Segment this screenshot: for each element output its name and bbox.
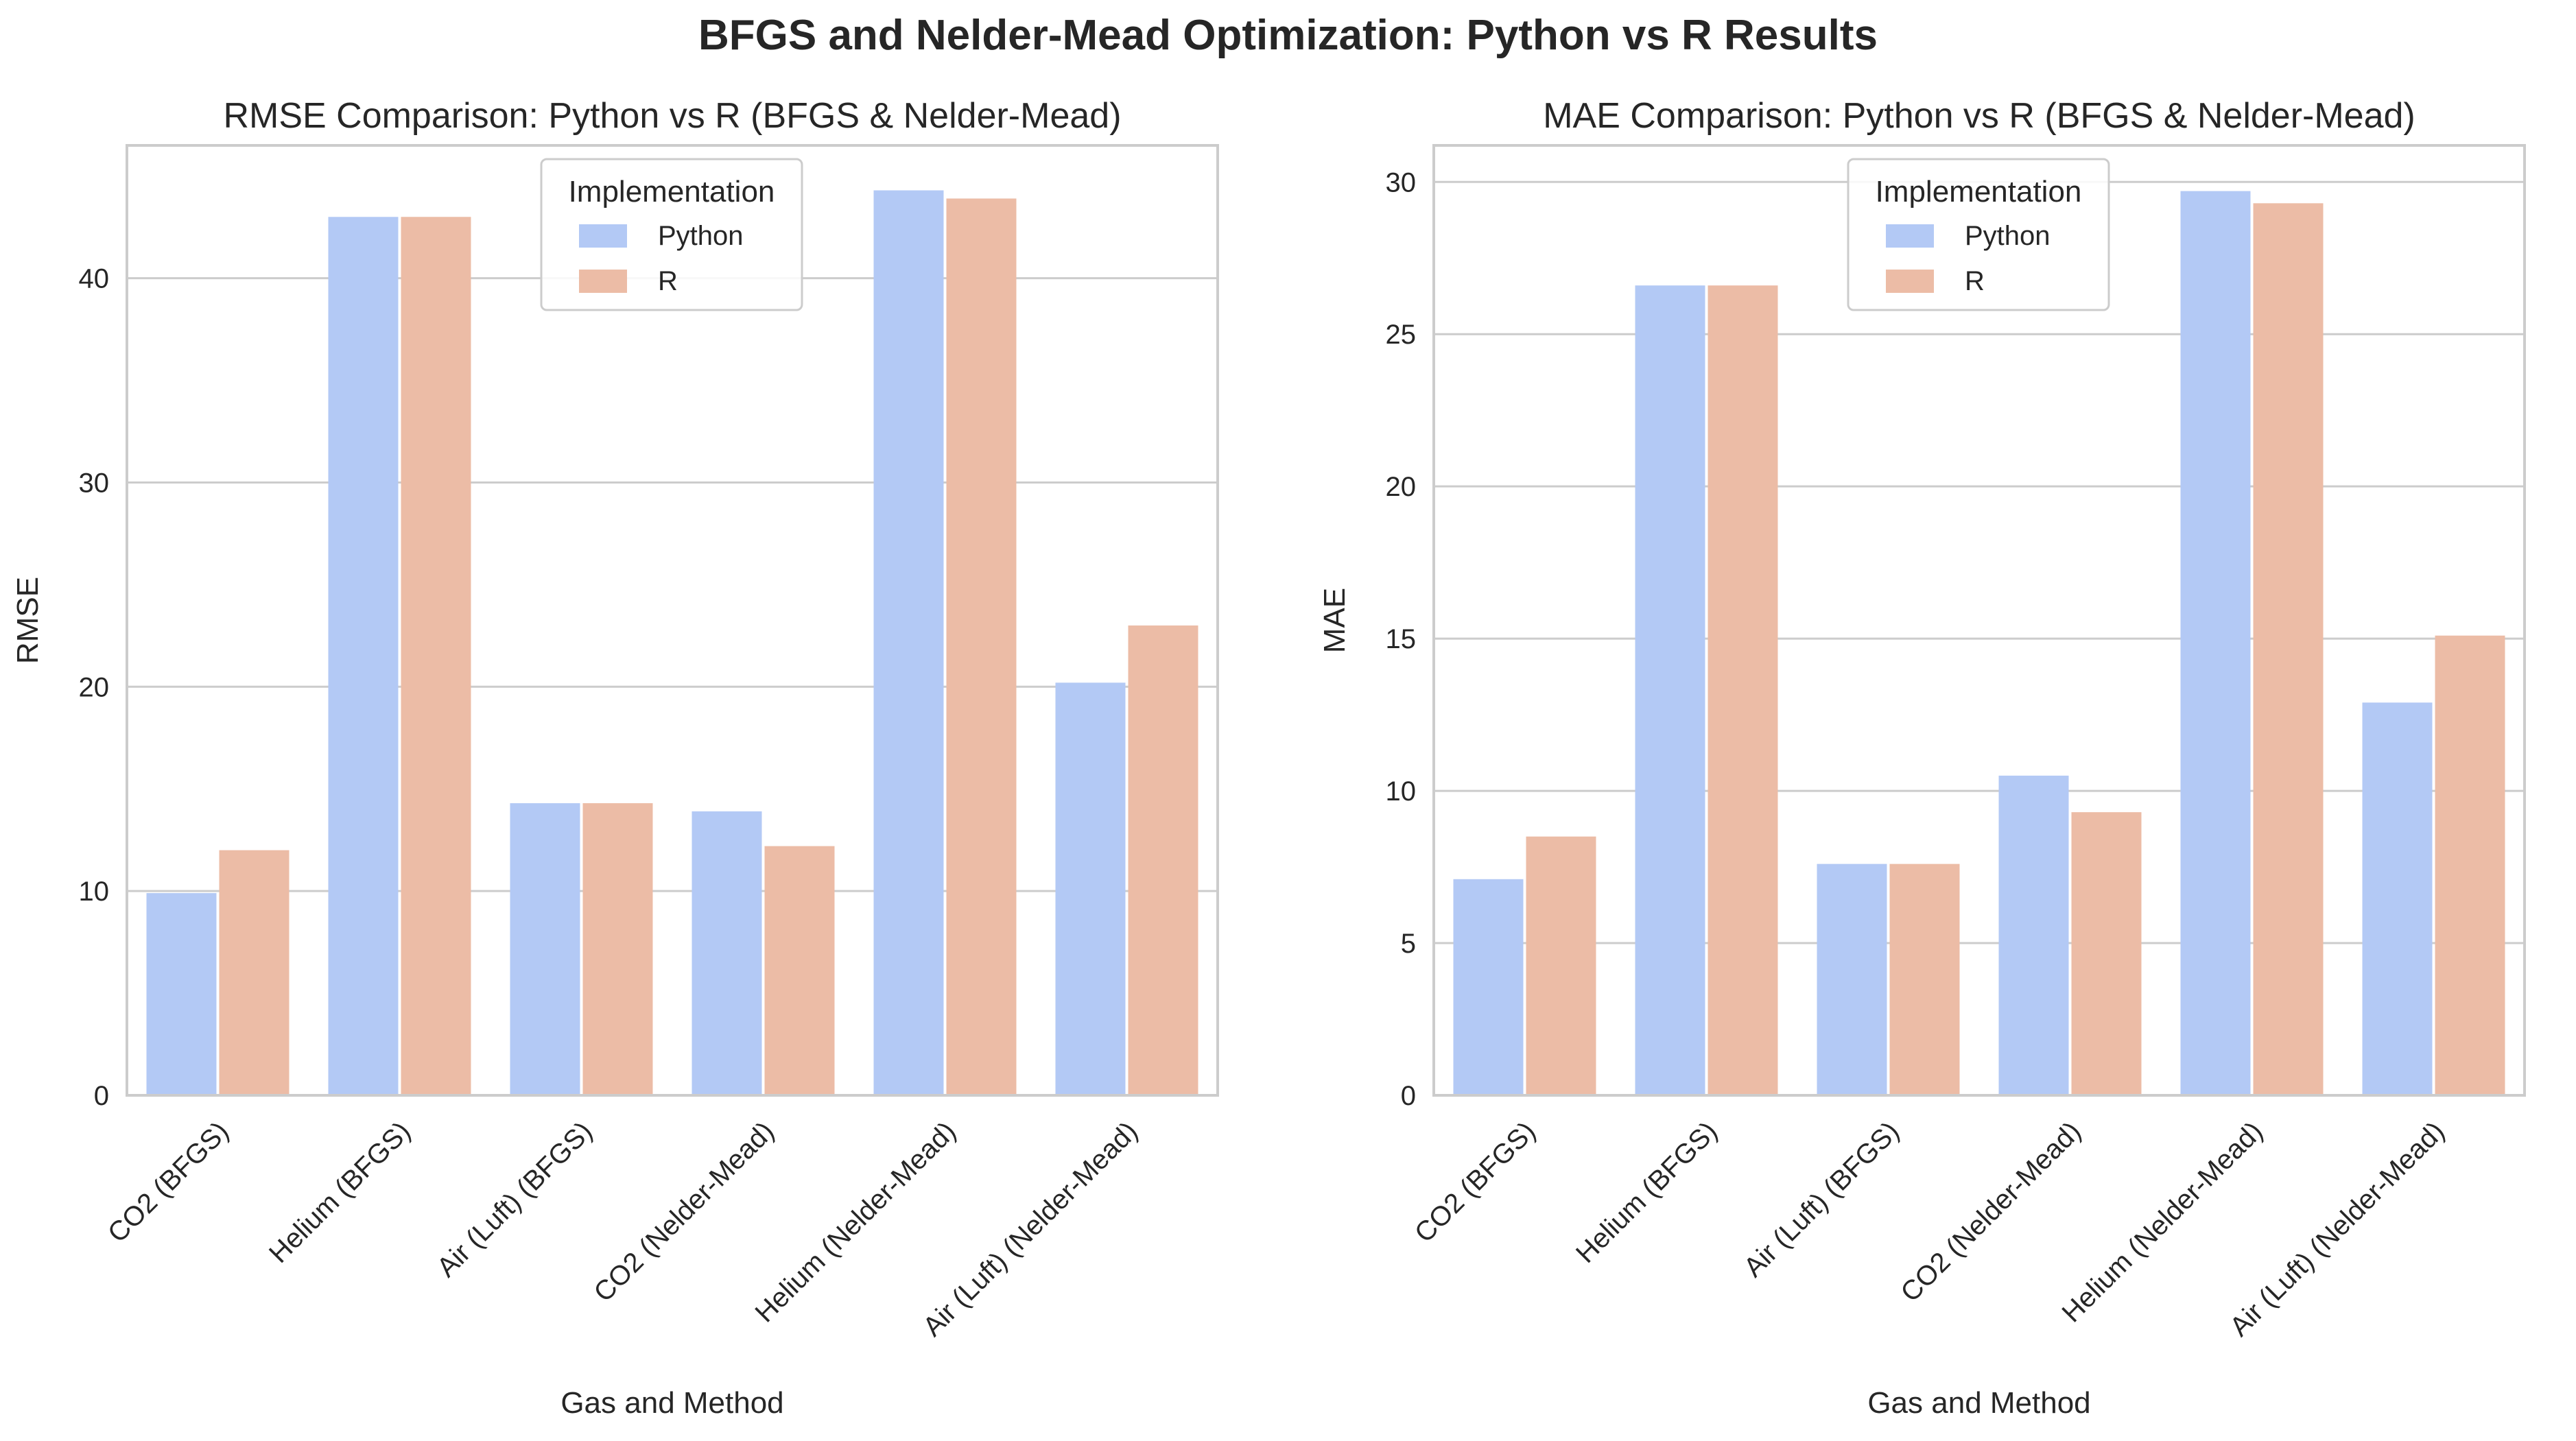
- legend-title: Implementation: [569, 175, 775, 209]
- bar-python-4: [1998, 775, 2069, 1095]
- legend-label-r: R: [658, 266, 678, 296]
- x-tick-label: Helium (Nelder-Mead): [2057, 1116, 2269, 1328]
- y-axis-label: RMSE: [11, 577, 45, 664]
- bar-python-5: [873, 190, 944, 1096]
- bar-python-1: [146, 893, 217, 1095]
- bar-r-3: [582, 803, 653, 1095]
- bar-r-6: [1128, 625, 1198, 1095]
- bar-r-1: [1526, 836, 1596, 1095]
- x-tick-label: Air (Luft) (BFGS): [1738, 1116, 1905, 1283]
- bar-python-6: [1055, 682, 1126, 1095]
- bar-python-3: [510, 803, 580, 1095]
- bar-python-4: [692, 811, 762, 1095]
- y-tick-label: 20: [1386, 472, 1417, 502]
- legend-title: Implementation: [1876, 175, 2082, 209]
- bar-python-3: [1817, 864, 1887, 1095]
- bar-python-6: [2362, 702, 2433, 1095]
- x-tick-label: Air (Luft) (Nelder-Mead): [2224, 1116, 2450, 1342]
- legend-label-python: Python: [1965, 221, 2051, 251]
- legend-swatch-python: [579, 224, 627, 248]
- x-tick-label: CO2 (BFGS): [102, 1116, 235, 1248]
- subplot-title: RMSE Comparison: Python vs R (BFGS & Nel…: [223, 96, 1121, 136]
- y-tick-label: 20: [79, 672, 110, 702]
- x-tick-label: Helium (Nelder-Mead): [750, 1116, 962, 1328]
- axes-frame: [1432, 144, 2526, 1097]
- x-tick-label: Helium (BFGS): [263, 1116, 416, 1269]
- y-tick-label: 10: [79, 877, 110, 907]
- bar-r-5: [2253, 203, 2324, 1095]
- bar-python-2: [1635, 285, 1705, 1095]
- legend-label-python: Python: [658, 221, 744, 251]
- y-tick-label: 40: [79, 264, 110, 294]
- bar-r-4: [2071, 812, 2142, 1095]
- legend-swatch-python: [1886, 224, 1934, 248]
- y-tick-label: 30: [79, 468, 110, 498]
- y-tick-label: 0: [1401, 1081, 1416, 1111]
- y-tick-label: 0: [94, 1081, 109, 1111]
- x-tick-label: Air (Luft) (Nelder-Mead): [917, 1116, 1144, 1342]
- bar-python-2: [328, 217, 399, 1095]
- legend-swatch-r: [1886, 270, 1934, 293]
- bar-r-2: [1708, 285, 1778, 1095]
- bar-r-4: [764, 846, 835, 1095]
- legend-swatch-r: [579, 270, 627, 293]
- x-axis-label: Gas and Method: [560, 1386, 783, 1420]
- y-tick-label: 30: [1386, 167, 1417, 198]
- axes-frame: [126, 144, 1219, 1097]
- legend: Implementation Python R: [540, 158, 803, 311]
- bar-r-3: [1889, 864, 1960, 1095]
- legend-label-r: R: [1965, 266, 1985, 296]
- y-tick-label: 15: [1386, 624, 1417, 654]
- x-tick-label: CO2 (Nelder-Mead): [588, 1116, 779, 1307]
- bar-r-2: [401, 217, 471, 1095]
- legend: Implementation Python R: [1847, 158, 2110, 311]
- figure-title: BFGS and Nelder-Mead Optimization: Pytho…: [698, 12, 1878, 59]
- bar-python-5: [2180, 191, 2251, 1095]
- y-tick-label: 25: [1386, 320, 1417, 350]
- bar-python-1: [1453, 879, 1524, 1095]
- bar-r-5: [946, 198, 1017, 1095]
- bar-r-1: [219, 850, 289, 1095]
- x-tick-label: CO2 (Nelder-Mead): [1895, 1116, 2086, 1307]
- x-tick-label: CO2 (BFGS): [1409, 1116, 1541, 1248]
- y-axis-label: MAE: [1318, 588, 1351, 653]
- subplot-title: MAE Comparison: Python vs R (BFGS & Neld…: [1543, 96, 2415, 136]
- y-tick-label: 5: [1401, 929, 1416, 959]
- y-tick-label: 10: [1386, 776, 1417, 807]
- x-axis-label: Gas and Method: [1867, 1386, 2090, 1420]
- x-tick-label: Helium (BFGS): [1570, 1116, 1723, 1269]
- x-tick-label: Air (Luft) (BFGS): [432, 1116, 598, 1283]
- bar-r-6: [2435, 635, 2505, 1095]
